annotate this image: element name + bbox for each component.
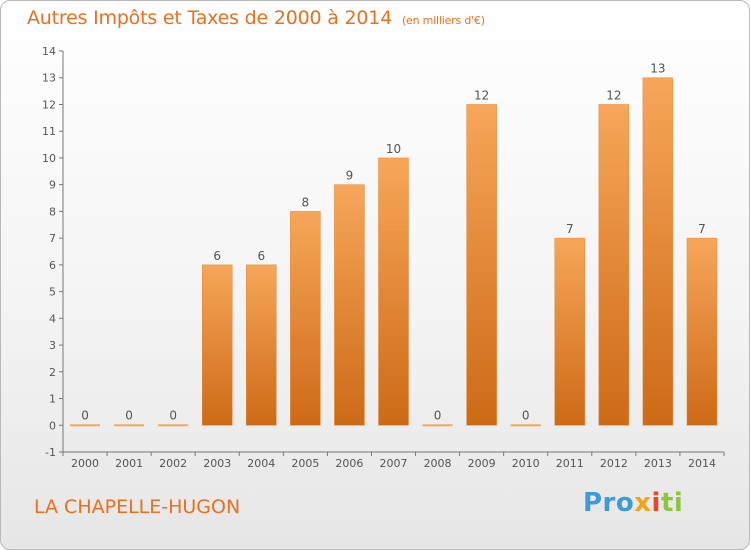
- logo-part: ti: [660, 488, 684, 518]
- x-tick-label: 2014: [688, 457, 716, 470]
- bar: [642, 77, 674, 426]
- chart-title: Autres Impôts et Taxes de 2000 à 2014 (e…: [27, 7, 485, 29]
- data-label: 10: [386, 142, 401, 156]
- y-tick-label: 14: [42, 45, 56, 58]
- bar: [290, 211, 321, 426]
- y-tick-label: 10: [42, 152, 56, 165]
- x-tick-label: 2009: [468, 457, 496, 470]
- y-tick-label: 12: [42, 98, 56, 111]
- x-tick-label: 2005: [291, 457, 319, 470]
- x-tick-label: 2004: [247, 457, 275, 470]
- data-label: 12: [474, 88, 489, 102]
- y-tick-label: 11: [42, 125, 56, 138]
- x-tick-label: 2000: [71, 457, 99, 470]
- y-tick-label: 3: [49, 339, 56, 352]
- bar: [246, 264, 277, 426]
- x-tick-label: 2002: [159, 457, 187, 470]
- data-label: 0: [169, 408, 177, 422]
- data-label: 6: [257, 249, 265, 263]
- bar: [510, 424, 541, 427]
- data-label: 0: [434, 408, 442, 422]
- y-tick-label: -1: [45, 446, 56, 459]
- data-label: 8: [302, 195, 310, 209]
- y-tick-label: 13: [42, 72, 56, 85]
- bar: [466, 104, 497, 426]
- y-tick-label: 9: [49, 179, 56, 192]
- y-tick-label: 4: [49, 312, 56, 325]
- x-tick-label: 2013: [644, 457, 672, 470]
- data-label: 13: [650, 62, 665, 76]
- bar: [598, 104, 630, 426]
- bar: [114, 424, 145, 427]
- y-tick-label: 1: [49, 393, 56, 406]
- x-tick-label: 2007: [380, 457, 408, 470]
- bar: [334, 184, 365, 426]
- place-name: LA CHAPELLE-HUGON: [34, 496, 241, 518]
- bar: [70, 424, 101, 427]
- data-label: 6: [213, 249, 221, 263]
- x-tick-label: 2003: [203, 457, 231, 470]
- y-tick-label: 5: [49, 286, 56, 299]
- y-tick-label: 6: [49, 259, 56, 272]
- data-label: 0: [125, 408, 133, 422]
- logo-part: i: [651, 488, 661, 518]
- data-label: 0: [81, 408, 89, 422]
- data-label: 12: [606, 88, 621, 102]
- x-tick-label: 2001: [115, 457, 143, 470]
- data-label: 7: [566, 222, 574, 236]
- bar: [158, 424, 189, 427]
- y-tick-label: 8: [49, 205, 56, 218]
- logo-part: x: [634, 488, 652, 518]
- logo-part: Pro: [583, 488, 635, 518]
- y-tick-label: 7: [49, 232, 56, 245]
- data-label: 9: [346, 169, 354, 183]
- bar: [554, 237, 586, 426]
- x-tick-label: 2010: [512, 457, 540, 470]
- x-tick-label: 2011: [556, 457, 584, 470]
- y-tick-label: 0: [49, 419, 56, 432]
- bar: [422, 424, 453, 427]
- bar: [201, 264, 233, 426]
- y-tick-label: 2: [49, 366, 56, 379]
- chart-subtitle: (en milliers d'€): [401, 14, 485, 27]
- data-label: 0: [522, 408, 530, 422]
- x-tick-label: 2008: [424, 457, 452, 470]
- x-tick-label: 2012: [600, 457, 628, 470]
- bar: [378, 157, 409, 426]
- bar: [686, 237, 718, 426]
- title-text: Autres Impôts et Taxes de 2000 à 2014: [27, 7, 393, 29]
- proxiti-logo: Proxiti: [583, 488, 683, 518]
- data-label: 7: [698, 222, 706, 236]
- x-tick-label: 2006: [335, 457, 363, 470]
